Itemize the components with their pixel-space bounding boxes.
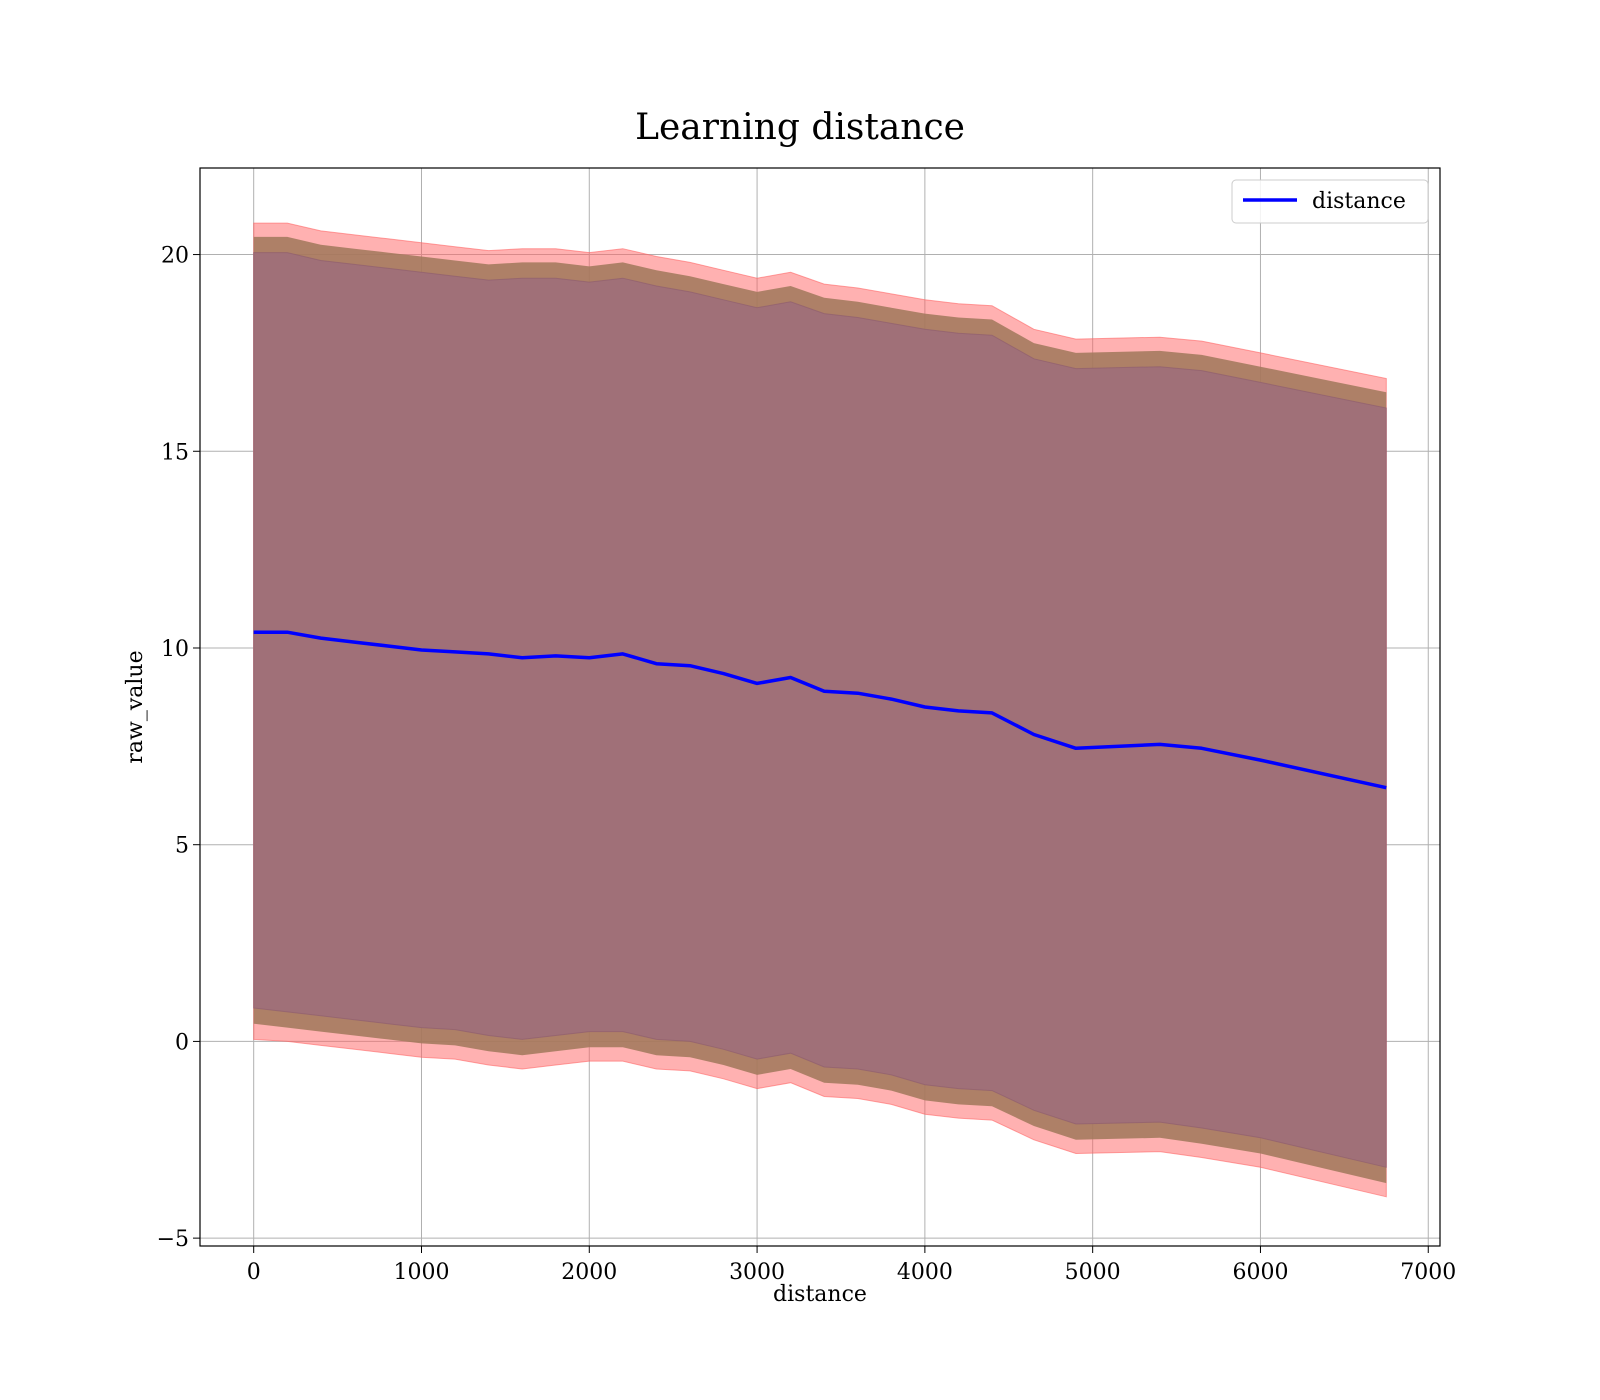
x-axis: 0 1000 2000 3000 4000 5000 6000 7000: [247, 1246, 1456, 1285]
x-tick-label: 6000: [1232, 1260, 1288, 1285]
y-axis-label: raw_value: [123, 650, 148, 763]
band-narrow: [253, 252, 1387, 1168]
x-tick-label: 7000: [1400, 1260, 1456, 1285]
x-tick-label: 3000: [729, 1260, 785, 1285]
series-line-distance: [253, 630, 1387, 790]
y-tick-label: 0: [175, 1030, 189, 1055]
plot-frame: [199, 167, 1441, 1247]
y-tick-label: 15: [161, 440, 189, 465]
y-tick-label: 5: [175, 834, 189, 859]
x-axis-label: distance: [773, 1282, 867, 1307]
y-tick-label: 10: [161, 637, 189, 662]
series-lines: [253, 630, 1387, 790]
x-tick-label: 2000: [561, 1260, 617, 1285]
x-tick-label: 4000: [897, 1260, 953, 1285]
x-tick-label: 0: [247, 1260, 261, 1285]
legend-label-distance: distance: [1312, 189, 1406, 214]
chart-title: Learning distance: [635, 107, 965, 148]
legend-box: [1231, 179, 1429, 224]
x-tick-label: 5000: [1065, 1260, 1121, 1285]
legend: distance: [1231, 179, 1429, 224]
y-tick-label: 20: [161, 244, 189, 269]
x-tick-label: 1000: [393, 1260, 449, 1285]
confidence-bands: [253, 222, 1387, 1198]
y-axis: −5 0 5 10 15 20: [157, 244, 200, 1252]
y-tick-label: −5: [157, 1227, 189, 1252]
